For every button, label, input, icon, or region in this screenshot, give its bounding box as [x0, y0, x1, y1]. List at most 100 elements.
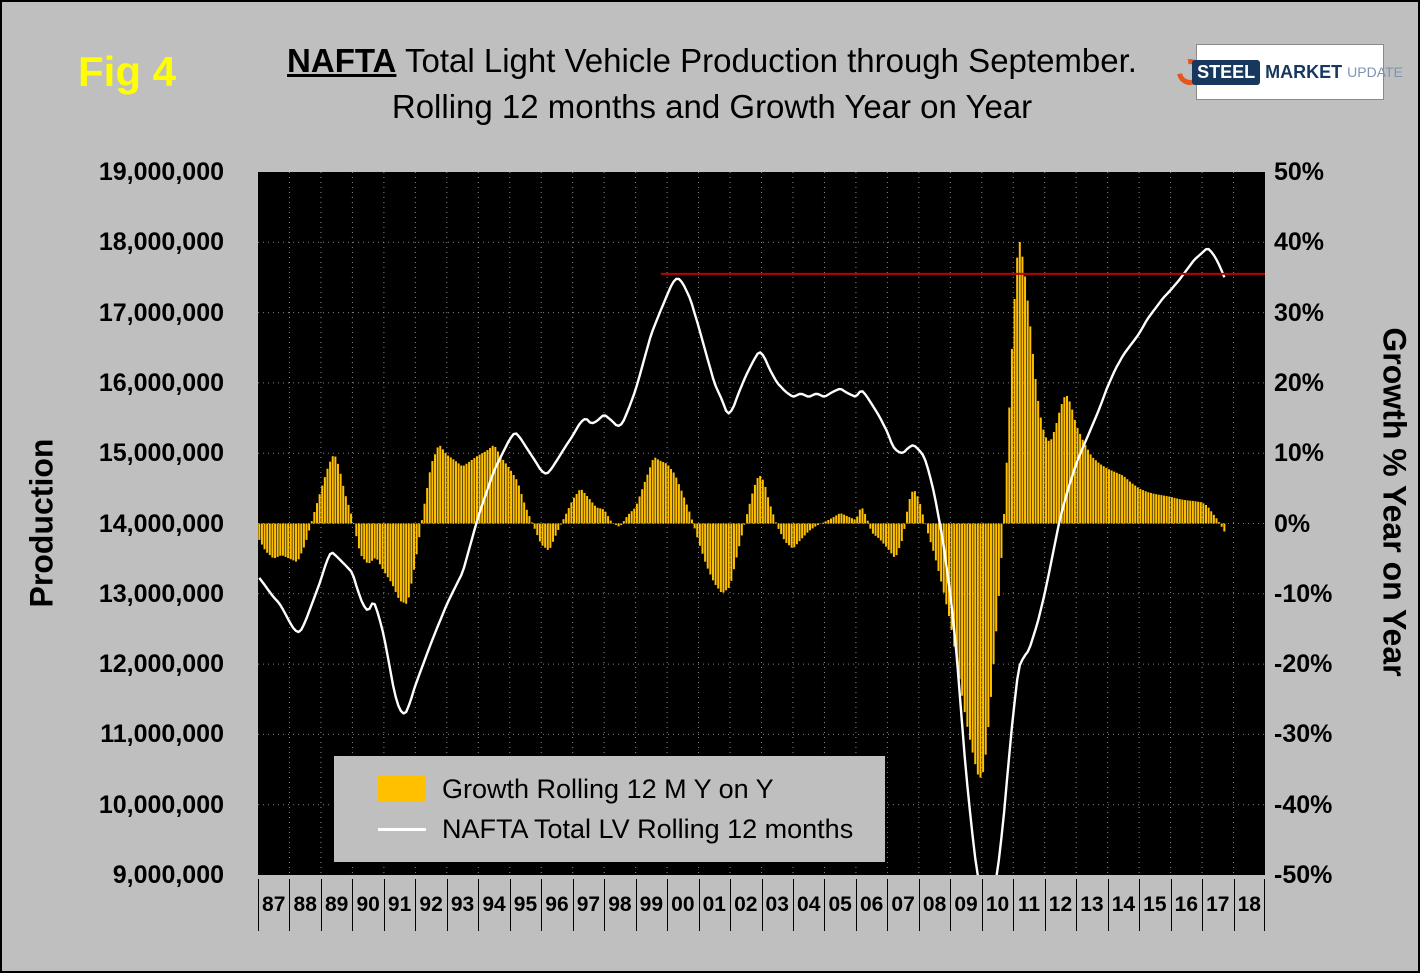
- growth-bar: [801, 523, 804, 539]
- growth-bar: [449, 457, 452, 524]
- growth-bar: [363, 523, 366, 560]
- left-axis-tick: 15,000,000: [98, 439, 224, 468]
- growth-bar: [399, 523, 402, 602]
- growth-bar: [441, 449, 444, 524]
- growth-bar: [279, 523, 282, 556]
- growth-bar: [719, 523, 722, 593]
- growth-bar: [680, 490, 683, 524]
- growth-bar: [698, 523, 701, 546]
- growth-bar: [1144, 491, 1147, 524]
- growth-bar: [310, 521, 313, 524]
- smu-logo: STEEL MARKET UPDATE: [1172, 44, 1403, 100]
- right-axis-tick: 40%: [1274, 228, 1325, 257]
- x-axis-tick-mark: [383, 879, 385, 931]
- x-axis-tick-mark: [1076, 879, 1078, 931]
- x-axis-tick: 14: [1111, 893, 1136, 916]
- growth-bar: [1066, 395, 1069, 524]
- growth-bar: [496, 451, 499, 524]
- growth-bar: [651, 460, 654, 524]
- growth-bar: [1092, 457, 1095, 524]
- growth-bar: [659, 460, 662, 524]
- x-axis-tick: 95: [513, 893, 538, 916]
- growth-bar: [588, 499, 591, 524]
- growth-bar: [478, 454, 481, 524]
- growth-bar: [295, 523, 298, 562]
- growth-bar: [646, 474, 649, 524]
- growth-bar: [454, 461, 457, 524]
- growth-bar: [641, 489, 644, 524]
- growth-bar: [1055, 423, 1058, 524]
- growth-bar: [300, 523, 303, 554]
- right-axis-ticks: 50% 40% 30% 20% 10% 0% -10% -20% -30% -40% -50%: [1274, 158, 1384, 889]
- growth-bar: [837, 513, 840, 524]
- growth-bar: [748, 503, 751, 524]
- growth-bar: [1081, 439, 1084, 524]
- growth-bar: [919, 504, 922, 524]
- growth-bar: [1205, 504, 1207, 524]
- growth-bar: [1165, 496, 1168, 524]
- growth-bar: [940, 523, 943, 582]
- growth-bar: [470, 460, 473, 524]
- x-axis-tick: 04: [797, 893, 821, 916]
- growth-bar: [638, 496, 641, 524]
- growth-bar: [305, 523, 308, 540]
- growth-bar: [318, 494, 321, 524]
- growth-bar: [1005, 462, 1008, 524]
- growth-bar: [276, 523, 279, 557]
- growth-bar: [1050, 439, 1053, 524]
- left-axis-ticks: 19,000,000 18,000,000 17,000,000 16,000,000…: [30, 158, 224, 889]
- chart-title-emphasis: NAFTA: [287, 42, 397, 79]
- growth-bar: [785, 523, 788, 543]
- growth-bar: [672, 472, 675, 524]
- growth-bar: [746, 514, 749, 524]
- chart-title-line1: NAFTA Total Light Vehicle Production thr…: [237, 38, 1187, 84]
- growth-bar: [942, 523, 945, 593]
- growth-bar: [297, 523, 300, 560]
- growth-bar: [685, 504, 688, 524]
- x-axis-tick: 01: [702, 893, 726, 916]
- growth-bar: [475, 456, 478, 524]
- right-axis-tick: 50%: [1274, 158, 1325, 186]
- right-axis-tick: -10%: [1274, 579, 1333, 608]
- growth-bar: [848, 517, 851, 524]
- x-axis-tick: 05: [828, 893, 852, 916]
- growth-bar: [1107, 469, 1110, 524]
- x-axis-tick-mark: [572, 879, 574, 931]
- growth-bar: [1031, 353, 1034, 524]
- growth-bar: [1139, 488, 1142, 524]
- growth-bar: [927, 523, 930, 534]
- growth-bar: [1097, 462, 1100, 524]
- right-axis-tick: 10%: [1274, 439, 1325, 468]
- growth-bar: [706, 523, 709, 569]
- growth-bar: [840, 513, 843, 524]
- growth-bar: [1147, 492, 1150, 524]
- growth-bar: [326, 468, 329, 524]
- x-axis-tick: 07: [891, 893, 915, 916]
- growth-bar: [701, 523, 704, 554]
- growth-bar: [1157, 494, 1160, 524]
- x-axis-tick: 15: [1143, 893, 1167, 916]
- growth-bar: [856, 516, 859, 524]
- growth-bar: [1089, 454, 1092, 524]
- growth-bar: [1126, 479, 1129, 524]
- growth-bar: [593, 505, 596, 524]
- growth-bar: [1168, 496, 1171, 524]
- x-axis-tick-mark: [1202, 879, 1204, 931]
- growth-bar: [266, 523, 269, 553]
- growth-bar: [1016, 257, 1019, 524]
- x-axis-tick: 93: [450, 893, 475, 916]
- growth-bar: [827, 519, 830, 524]
- growth-bar: [1094, 460, 1097, 524]
- growth-bar: [575, 493, 578, 524]
- x-axis-tick: 11: [1017, 893, 1041, 916]
- growth-bar: [1163, 495, 1166, 524]
- left-axis-tick: 13,000,000: [98, 579, 224, 608]
- growth-bar: [622, 521, 625, 524]
- growth-bar: [976, 523, 979, 775]
- growth-bar: [1058, 412, 1061, 524]
- figure-label: Fig 4: [78, 48, 177, 95]
- x-axis-tick-mark: [478, 879, 480, 931]
- growth-bar: [452, 459, 455, 524]
- growth-bar: [360, 523, 363, 557]
- x-axis-tick-mark: [541, 879, 543, 931]
